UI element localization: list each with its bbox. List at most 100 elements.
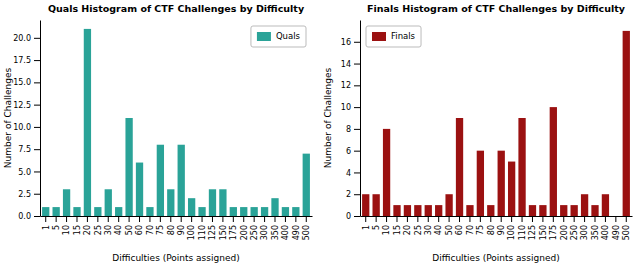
x-tick-label: 350 (271, 225, 280, 240)
x-tick-mark (386, 216, 387, 222)
x-tick: 500 (622, 216, 631, 240)
x-axis-line (41, 216, 313, 217)
bar (125, 118, 132, 216)
y-tick-mark (354, 107, 360, 108)
x-tick: 500 (302, 216, 311, 240)
bar (198, 207, 205, 216)
x-tick: 1 (362, 216, 371, 230)
y-tick-mark (354, 151, 360, 152)
legend-box (251, 26, 306, 47)
x-tick-label: 25 (94, 225, 103, 235)
x-tick-label: 300 (260, 225, 269, 240)
y-tick: 5.0 (18, 168, 40, 177)
x-tick: 30 (424, 216, 433, 235)
x-tick: 350 (591, 216, 600, 240)
y-tick-label: 16 (341, 38, 351, 47)
bar (487, 205, 494, 216)
bar (445, 194, 452, 216)
x-tick-label: 350 (591, 225, 600, 240)
x-tick: 150 (539, 216, 548, 240)
y-tick-mark (34, 82, 40, 83)
x-tick: 200 (240, 216, 249, 240)
x-tick-label: 20 (403, 225, 412, 235)
x-tick: 490 (292, 216, 301, 240)
y-tick: 12 (341, 81, 360, 90)
x-tick-label: 490 (292, 225, 301, 240)
y-tick-mark (354, 129, 360, 130)
x-tick-label: 100 (507, 225, 516, 240)
x-tick-label: 400 (601, 225, 610, 240)
x-tick-mark (615, 216, 616, 222)
y-tick: 6 (346, 147, 360, 156)
x-tick-mark (56, 216, 57, 222)
bar (115, 207, 122, 216)
x-tick-label: 250 (250, 225, 259, 240)
x-tick-mark (243, 216, 244, 222)
x-tick-label: 10 (382, 225, 391, 235)
x-tick-mark (469, 216, 470, 222)
x-tick-label: 80 (487, 225, 496, 235)
x-tick-label: 200 (240, 225, 249, 240)
legend-item: Quals (257, 31, 301, 41)
x-tick-mark (449, 216, 450, 222)
x-tick-mark (149, 216, 150, 222)
x-axis-title: Difficulties (Points assigned) (432, 253, 559, 263)
y-tick-mark (34, 171, 40, 172)
x-axis-line (361, 216, 633, 217)
x-tick: 20 (403, 216, 412, 235)
x-tick-mark (160, 216, 161, 222)
x-tick-label: 175 (549, 225, 558, 240)
legend-swatch (257, 32, 271, 41)
bar (219, 189, 226, 216)
y-tick: 2.5 (18, 190, 40, 199)
x-tick: 5 (52, 216, 61, 230)
y-tick-mark (34, 60, 40, 61)
x-tick-mark (202, 216, 203, 222)
x-tick: 10 (62, 216, 71, 235)
x-tick: 250 (570, 216, 579, 240)
bar (393, 205, 400, 216)
bar (157, 145, 164, 216)
bar (105, 189, 112, 216)
x-tick-label: 490 (612, 225, 621, 240)
bar (591, 205, 598, 216)
marks (362, 31, 630, 216)
figure: 1510152025304050607075809010011012515017… (0, 0, 640, 270)
y-tick-mark (34, 127, 40, 128)
bar (240, 207, 247, 216)
bar (456, 118, 463, 216)
x-tick-mark (574, 216, 575, 222)
x-tick-mark (285, 216, 286, 222)
x-tick-mark (376, 216, 377, 222)
x-tick-label: 125 (208, 225, 217, 240)
x-tick-mark (66, 216, 67, 222)
x-tick-mark (396, 216, 397, 222)
bar (581, 194, 588, 216)
bar (188, 198, 195, 216)
y-tick: 10 (341, 103, 360, 112)
x-tick: 15 (393, 216, 402, 235)
x-tick: 75 (476, 216, 485, 235)
x-tick-mark (490, 216, 491, 222)
x-tick-label: 1 (42, 225, 51, 230)
x-tick-label: 90 (497, 225, 506, 235)
x-tick-mark (542, 216, 543, 222)
y-tick: 4 (346, 169, 360, 178)
x-tick-mark (45, 216, 46, 222)
bar-series (362, 31, 630, 216)
x-tick: 490 (612, 216, 621, 240)
bar (209, 189, 216, 216)
x-tick-label: 250 (570, 225, 579, 240)
x-tick-label: 50 (125, 225, 134, 235)
x-tick-label: 125 (528, 225, 537, 240)
x-tick-label: 150 (219, 225, 228, 240)
x-tick-label: 175 (229, 225, 238, 240)
bar (167, 189, 174, 216)
y-axis: 0.02.55.07.510.012.515.017.520.0 (13, 21, 40, 222)
x-tick-label: 150 (539, 225, 548, 240)
x-tick: 125 (528, 216, 537, 240)
x-tick: 90 (497, 216, 506, 235)
x-tick: 50 (125, 216, 134, 235)
y-tick: 14 (341, 60, 360, 69)
bar (292, 207, 299, 216)
